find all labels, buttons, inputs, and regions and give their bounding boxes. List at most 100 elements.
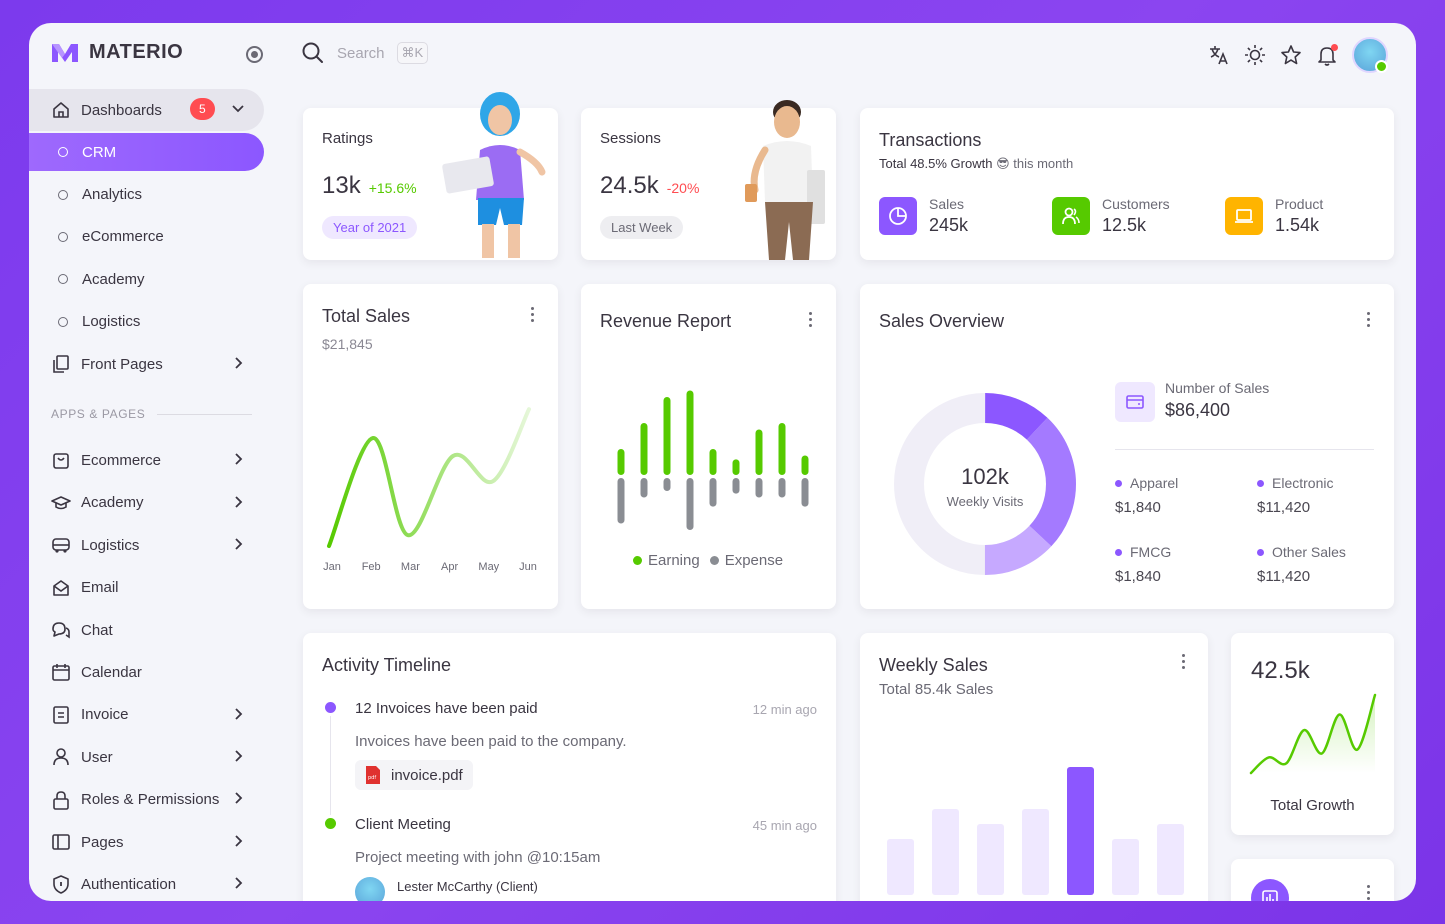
star-icon[interactable] bbox=[1280, 44, 1302, 66]
stat-value: 1.54k bbox=[1275, 215, 1320, 235]
ratings-title: Ratings bbox=[322, 130, 373, 147]
total-sales-line-chart: Jan Feb Mar Apr May Jun bbox=[323, 407, 537, 573]
stat-label: Sales bbox=[929, 196, 965, 212]
search-placeholder: Search bbox=[337, 44, 385, 62]
circle-icon bbox=[58, 316, 68, 327]
sidebar-item-label: CRM bbox=[82, 143, 117, 161]
sales-overview-card: Sales Overview 102k Weekly Visits Number… bbox=[860, 284, 1394, 609]
donut-center-value: 102k bbox=[961, 464, 1009, 489]
x-tick-label: Feb bbox=[362, 561, 381, 573]
brand[interactable]: MATERIO bbox=[51, 41, 183, 64]
earning-bar bbox=[801, 455, 809, 475]
ratings-period-chip: Year of 2021 bbox=[322, 216, 418, 239]
sidebar-item-calendar[interactable]: Calendar bbox=[29, 651, 289, 693]
section-apps-pages: APPS & PAGES bbox=[29, 389, 289, 439]
materio-logo-icon bbox=[52, 43, 78, 62]
earning-bar bbox=[709, 449, 717, 475]
sidebar-item-label: Authentication bbox=[81, 875, 177, 893]
avatar bbox=[355, 877, 385, 901]
sidebar-item-authentication[interactable]: Authentication bbox=[29, 863, 289, 901]
x-tick-label: Apr bbox=[441, 561, 458, 573]
chevron-right-icon bbox=[235, 792, 243, 805]
sidebar-item-label: Invoice bbox=[81, 706, 129, 724]
sidebar-item-email[interactable]: Email bbox=[29, 567, 289, 609]
weekly-sales-card: Weekly Sales Total 85.4k Sales bbox=[860, 633, 1208, 901]
earning-bar bbox=[732, 459, 740, 475]
bell-icon[interactable] bbox=[1316, 44, 1338, 66]
more-vertical-icon[interactable] bbox=[808, 312, 812, 330]
legend-earning: Earning bbox=[633, 552, 700, 569]
circle-icon bbox=[58, 274, 68, 285]
translate-icon[interactable] bbox=[1208, 44, 1230, 66]
girl-illustration-icon bbox=[442, 92, 546, 258]
x-tick-label: May bbox=[478, 561, 499, 573]
sidebar-item-user[interactable]: User bbox=[29, 736, 289, 778]
sidebar-subitem-crm[interactable]: CRM bbox=[29, 133, 264, 172]
chevron-right-icon bbox=[235, 708, 243, 720]
ratings-change: +15.6% bbox=[368, 180, 417, 196]
chart-icon bbox=[1251, 879, 1289, 901]
weekly-bar bbox=[932, 809, 959, 895]
sales-line bbox=[327, 407, 531, 548]
sidebar-item-invoice[interactable]: Invoice bbox=[29, 694, 289, 736]
sidebar-subitem-academy[interactable]: Academy bbox=[29, 258, 289, 300]
number-of-sales-value: $86,400 bbox=[1165, 400, 1231, 420]
sidebar-collapse-toggle[interactable] bbox=[246, 46, 263, 63]
sidebar-item-chat[interactable]: Chat bbox=[29, 609, 289, 651]
sidebar-item-front-pages[interactable]: Front Pages bbox=[29, 343, 289, 385]
sidebar-item-academy[interactable]: Academy bbox=[29, 482, 289, 524]
sidebar-item-logistics[interactable]: Logistics bbox=[29, 524, 289, 566]
users-icon bbox=[1052, 197, 1090, 235]
expense-bar bbox=[663, 478, 671, 491]
circle-icon bbox=[58, 189, 68, 200]
overview-item-other-sales: Other Sales $11,420 bbox=[1257, 544, 1346, 585]
file-name: invoice.pdf bbox=[391, 766, 463, 784]
total-sales-title: Total Sales bbox=[322, 306, 411, 326]
timeline-entry-time: 45 min ago bbox=[752, 818, 817, 833]
sidebar-subitem-logistics[interactable]: Logistics bbox=[29, 301, 289, 343]
total-growth-line-chart bbox=[1249, 693, 1377, 775]
sidebar-item-ecommerce[interactable]: Ecommerce bbox=[29, 439, 289, 481]
circle-icon bbox=[58, 147, 68, 158]
invoice-file[interactable]: pdf invoice.pdf bbox=[355, 760, 473, 790]
sessions-card: Sessions 24.5k -20% Last Week bbox=[581, 100, 836, 260]
sidebar-subitem-ecommerce[interactable]: eCommerce bbox=[29, 216, 289, 258]
more-vertical-icon[interactable] bbox=[1181, 654, 1185, 672]
revenue-report-title: Revenue Report bbox=[600, 311, 732, 331]
app-window: MATERIO Dashboards 5 CRM Analytics eComm… bbox=[29, 23, 1416, 901]
growth-area bbox=[1251, 695, 1375, 773]
graduation-cap-icon bbox=[51, 493, 71, 513]
stat-value: 12.5k bbox=[1102, 215, 1147, 235]
revenue-report-card: Revenue Report Earning Expense bbox=[581, 284, 836, 609]
expense-bar bbox=[709, 478, 717, 507]
more-vertical-icon[interactable] bbox=[1366, 885, 1370, 901]
overview-item-electronic: Electronic $11,420 bbox=[1257, 475, 1334, 516]
weekly-sales-bar-chart bbox=[887, 767, 1184, 895]
sidebar-item-label: Academy bbox=[82, 270, 145, 288]
sun-icon[interactable] bbox=[1244, 44, 1266, 66]
sessions-change: -20% bbox=[666, 180, 700, 196]
number-of-sales: Number of Sales $86,400 bbox=[1165, 380, 1269, 421]
sidebar-item-roles-permissions[interactable]: Roles & Permissions bbox=[29, 778, 289, 820]
x-tick-label: Jan bbox=[323, 561, 341, 573]
expense-bar bbox=[617, 478, 625, 524]
more-vertical-icon[interactable] bbox=[530, 307, 534, 325]
expense-bar bbox=[640, 478, 648, 498]
more-vertical-icon[interactable] bbox=[1366, 312, 1370, 330]
sidebar-item-label: Roles & Permissions bbox=[81, 791, 220, 809]
sidebar-subitem-analytics[interactable]: Analytics bbox=[29, 173, 289, 215]
timeline-dot bbox=[325, 818, 336, 829]
total-sales-card: Total Sales $21,845 Jan Feb Mar Apr May Jun bbox=[303, 284, 558, 609]
pie-chart-icon bbox=[879, 197, 917, 235]
search-bar[interactable]: Search ⌘K bbox=[301, 41, 429, 65]
shopping-bag-icon bbox=[51, 451, 71, 471]
earning-bar bbox=[686, 390, 694, 475]
total-growth-value: 42.5k bbox=[1251, 657, 1310, 684]
timeline-entry-title: Client Meeting bbox=[355, 816, 451, 833]
sidebar-item-dashboards[interactable]: Dashboards 5 bbox=[29, 89, 264, 132]
sidebar-item-pages[interactable]: Pages bbox=[29, 821, 289, 863]
avatar[interactable] bbox=[1352, 37, 1388, 73]
sidebar-item-label: User bbox=[81, 748, 113, 766]
expense-bar bbox=[686, 478, 694, 530]
truck-icon bbox=[51, 535, 71, 555]
